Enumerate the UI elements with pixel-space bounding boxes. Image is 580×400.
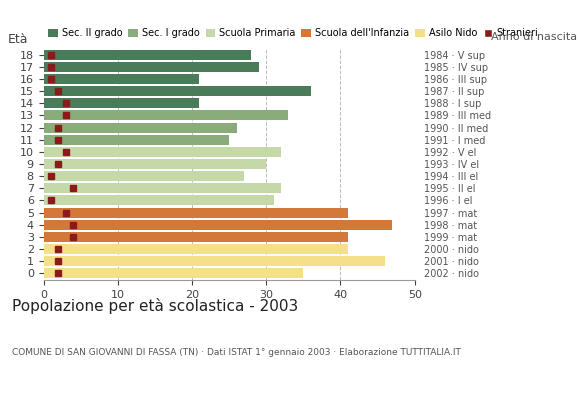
- Text: Popolazione per età scolastica - 2003: Popolazione per età scolastica - 2003: [12, 298, 298, 314]
- Bar: [44, 110, 288, 120]
- Bar: [44, 244, 348, 254]
- Bar: [44, 171, 244, 181]
- Bar: [44, 135, 229, 145]
- Text: Età: Età: [8, 33, 29, 46]
- Bar: [44, 50, 251, 60]
- Bar: [44, 256, 385, 266]
- Bar: [44, 62, 259, 72]
- Bar: [44, 86, 311, 96]
- Bar: [44, 220, 393, 230]
- Bar: [44, 183, 281, 193]
- Bar: [44, 232, 348, 242]
- Bar: [44, 208, 348, 218]
- Bar: [44, 122, 237, 132]
- Bar: [44, 159, 266, 169]
- Bar: [44, 147, 281, 157]
- Text: Anno di nascita: Anno di nascita: [491, 32, 577, 42]
- Bar: [44, 98, 200, 108]
- Legend: Sec. II grado, Sec. I grado, Scuola Primaria, Scuola dell'Infanzia, Asilo Nido, : Sec. II grado, Sec. I grado, Scuola Prim…: [48, 28, 538, 38]
- Bar: [44, 74, 200, 84]
- Text: COMUNE DI SAN GIOVANNI DI FASSA (TN) · Dati ISTAT 1° gennaio 2003 · Elaborazione: COMUNE DI SAN GIOVANNI DI FASSA (TN) · D…: [12, 348, 461, 357]
- Bar: [44, 268, 303, 278]
- Bar: [44, 196, 274, 206]
